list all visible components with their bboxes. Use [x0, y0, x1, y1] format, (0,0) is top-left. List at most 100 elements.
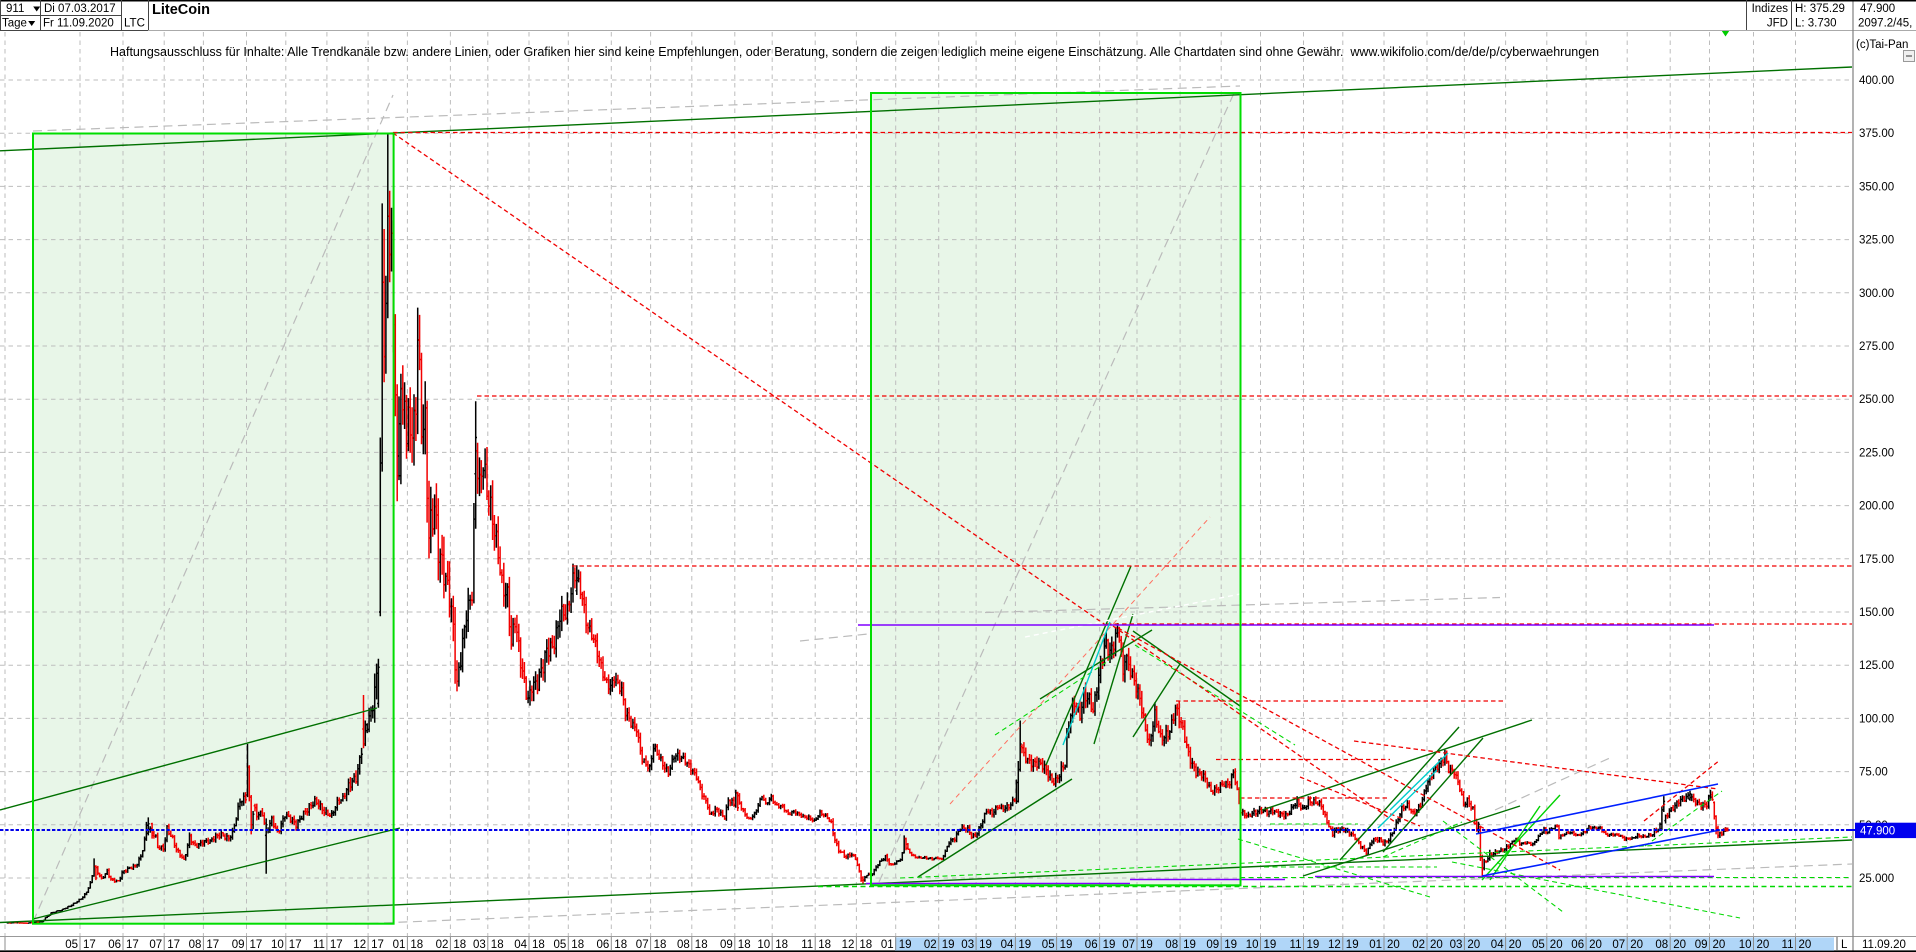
svg-text:20: 20 — [1630, 939, 1643, 951]
svg-text:07: 07 — [1122, 939, 1135, 951]
svg-text:08: 08 — [1655, 939, 1668, 951]
svg-text:06: 06 — [1085, 939, 1098, 951]
svg-text:300.00: 300.00 — [1859, 288, 1894, 300]
svg-text:18: 18 — [775, 939, 788, 951]
svg-text:JFD: JFD — [1767, 18, 1788, 30]
svg-text:02: 02 — [924, 939, 937, 951]
svg-text:20: 20 — [1550, 939, 1563, 951]
svg-text:375.00: 375.00 — [1859, 128, 1894, 140]
svg-text:19: 19 — [942, 939, 955, 951]
svg-text:03: 03 — [961, 939, 974, 951]
svg-text:07: 07 — [636, 939, 649, 951]
svg-text:10: 10 — [757, 939, 770, 951]
svg-text:225.00: 225.00 — [1859, 447, 1894, 459]
svg-text:H: 375.29: H: 375.29 — [1795, 3, 1845, 15]
svg-text:11.09.20: 11.09.20 — [1862, 939, 1906, 951]
svg-text:01: 01 — [1369, 939, 1382, 951]
svg-text:10: 10 — [1739, 939, 1752, 951]
svg-text:01: 01 — [393, 939, 406, 951]
svg-text:20: 20 — [1509, 939, 1522, 951]
svg-text:04: 04 — [1491, 939, 1504, 951]
svg-text:47.900: 47.900 — [1860, 3, 1895, 15]
svg-text:11: 11 — [1290, 939, 1302, 951]
svg-text:05: 05 — [554, 939, 567, 951]
svg-text:10: 10 — [271, 939, 284, 951]
svg-text:20: 20 — [1757, 939, 1770, 951]
svg-text:06: 06 — [597, 939, 610, 951]
svg-text:05: 05 — [1532, 939, 1545, 951]
svg-text:12: 12 — [842, 939, 855, 951]
svg-text:18: 18 — [614, 939, 627, 951]
svg-text:17: 17 — [206, 939, 219, 951]
svg-text:02: 02 — [436, 939, 449, 951]
svg-text:02: 02 — [1412, 939, 1425, 951]
svg-text:03: 03 — [1450, 939, 1463, 951]
svg-text:17: 17 — [371, 939, 384, 951]
svg-text:20: 20 — [1799, 939, 1812, 951]
svg-text:18: 18 — [738, 939, 751, 951]
svg-text:18: 18 — [654, 939, 667, 951]
svg-text:18: 18 — [695, 939, 708, 951]
svg-text:19: 19 — [1060, 939, 1073, 951]
svg-text:09: 09 — [1695, 939, 1708, 951]
svg-text:06: 06 — [1571, 939, 1584, 951]
svg-text:17: 17 — [83, 939, 96, 951]
svg-text:17: 17 — [126, 939, 139, 951]
svg-text:19: 19 — [1183, 939, 1196, 951]
svg-text:06: 06 — [108, 939, 121, 951]
svg-text:100.00: 100.00 — [1859, 713, 1894, 725]
svg-text:19: 19 — [1264, 939, 1277, 951]
svg-text:10: 10 — [1246, 939, 1259, 951]
svg-text:19: 19 — [1346, 939, 1359, 951]
svg-text:LTC: LTC — [124, 18, 145, 30]
svg-text:75.00: 75.00 — [1859, 767, 1888, 779]
svg-text:17: 17 — [330, 939, 343, 951]
svg-text:20: 20 — [1673, 939, 1686, 951]
svg-text:18: 18 — [532, 939, 545, 951]
svg-text:911: 911 — [6, 3, 24, 15]
svg-text:11: 11 — [1782, 939, 1794, 951]
svg-text:19: 19 — [899, 939, 912, 951]
svg-text:19: 19 — [1140, 939, 1153, 951]
svg-text:LiteCoin: LiteCoin — [152, 2, 210, 18]
svg-text:20: 20 — [1430, 939, 1443, 951]
svg-text:04: 04 — [514, 939, 527, 951]
svg-text:Di 07.03.2017: Di 07.03.2017 — [44, 3, 116, 15]
svg-text:2097.2/45,: 2097.2/45, — [1858, 18, 1912, 30]
svg-text:150.00: 150.00 — [1859, 607, 1894, 619]
svg-text:09: 09 — [1206, 939, 1219, 951]
svg-text:350.00: 350.00 — [1859, 181, 1894, 193]
svg-text:19: 19 — [1018, 939, 1031, 951]
svg-text:200.00: 200.00 — [1859, 501, 1894, 513]
svg-text:19: 19 — [1224, 939, 1237, 951]
svg-text:08: 08 — [677, 939, 690, 951]
svg-text:09: 09 — [720, 939, 733, 951]
svg-text:Indizes: Indizes — [1752, 3, 1789, 15]
svg-text:250.00: 250.00 — [1859, 394, 1894, 406]
svg-text:17: 17 — [167, 939, 180, 951]
svg-text:325.00: 325.00 — [1859, 235, 1894, 247]
svg-text:19: 19 — [1103, 939, 1116, 951]
svg-text:400.00: 400.00 — [1859, 75, 1894, 87]
svg-text:07: 07 — [1612, 939, 1625, 951]
svg-text:07: 07 — [149, 939, 162, 951]
svg-text:25.000: 25.000 — [1859, 873, 1894, 885]
svg-text:08: 08 — [1165, 939, 1178, 951]
svg-text:125.00: 125.00 — [1859, 660, 1894, 672]
svg-text:275.00: 275.00 — [1859, 341, 1894, 353]
svg-text:Tage: Tage — [2, 18, 27, 30]
svg-text:11: 11 — [313, 939, 325, 951]
svg-text:20: 20 — [1589, 939, 1602, 951]
svg-text:18: 18 — [818, 939, 831, 951]
svg-text:04: 04 — [1001, 939, 1014, 951]
svg-text:47.900: 47.900 — [1860, 826, 1895, 838]
svg-text:17: 17 — [289, 939, 302, 951]
svg-text:09: 09 — [232, 939, 245, 951]
svg-text:11: 11 — [801, 939, 813, 951]
svg-text:05: 05 — [1042, 939, 1055, 951]
svg-text:20: 20 — [1713, 939, 1726, 951]
svg-text:03: 03 — [473, 939, 486, 951]
svg-text:20: 20 — [1387, 939, 1400, 951]
svg-text:L: 3.730: L: 3.730 — [1795, 18, 1837, 30]
svg-text:(c)Tai-Pan: (c)Tai-Pan — [1856, 39, 1908, 51]
